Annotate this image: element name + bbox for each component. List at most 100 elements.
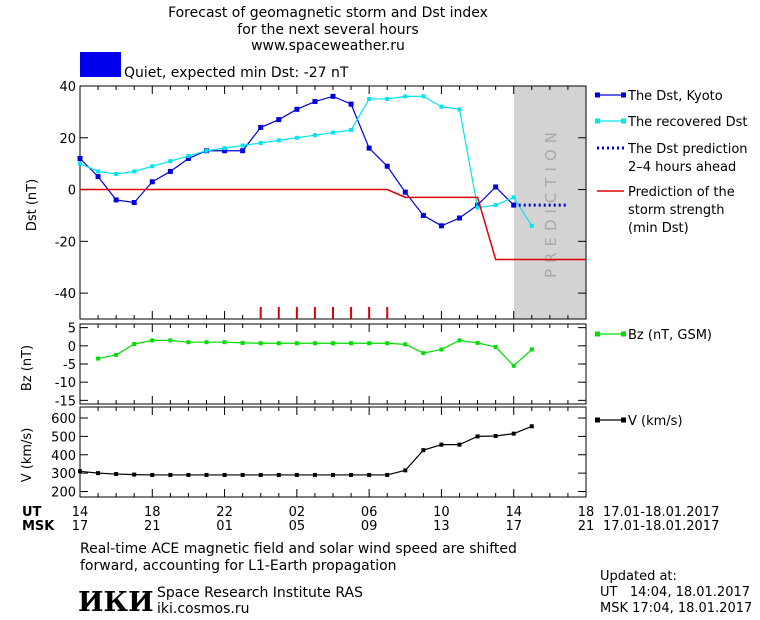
v-series-0-point <box>385 472 390 477</box>
v-plot-frame <box>79 406 587 498</box>
iki-logo: ИКИ <box>78 587 154 618</box>
legend-dst-prediction-label: The Dst prediction <box>627 142 748 157</box>
v-series-0-point <box>150 472 155 477</box>
dst-series-0-point <box>276 117 282 123</box>
msk-date-range: 17.01-18.01.2017 <box>603 519 719 534</box>
v-series-0-point <box>258 472 263 477</box>
institute-url[interactable]: iki.cosmos.ru <box>157 601 249 617</box>
bz-series-0-point <box>276 341 281 346</box>
v-series-0-point <box>240 472 245 477</box>
ut-axis-label: UT <box>22 505 42 520</box>
bz-ytick-label: 5 <box>68 322 76 337</box>
dst-series-1-point <box>511 195 516 200</box>
dst-series-1-point <box>132 169 137 174</box>
ut-tick-label: 18 <box>144 505 161 520</box>
bz-series-0-point <box>439 347 444 352</box>
legend-recovered-dst: The recovered Dst <box>595 115 747 130</box>
msk-tick-label: 13 <box>433 519 450 534</box>
ut-tick-label: 06 <box>361 505 378 520</box>
bz-series-0-point <box>114 352 119 357</box>
dst-series-1-point <box>168 159 173 164</box>
ut-tick-label: 18 <box>578 505 595 520</box>
legend-v-swatch-marker <box>595 417 600 423</box>
bz-series-0-point <box>475 340 480 345</box>
dst-series-1-point <box>294 135 299 140</box>
dst-ytick-label: -20 <box>55 235 76 250</box>
ut-tick-label: 22 <box>216 505 233 520</box>
v-ytick-label: 500 <box>51 430 76 445</box>
dst-series-1-point <box>457 107 462 112</box>
dst-series-0-point <box>438 223 444 229</box>
v-series-0-point <box>493 434 498 439</box>
v-series-0-point <box>294 472 299 477</box>
dst-series-0-point <box>167 168 173 174</box>
msk-axis-label: MSK <box>22 519 55 534</box>
dst-series-1-point <box>240 143 245 148</box>
updated-label: Updated at: <box>600 569 677 584</box>
dst-series-0-point <box>366 145 372 151</box>
legend: The Dst, Kyoto The recovered Dst The Dst p… <box>595 89 748 429</box>
v-series-0-point <box>168 472 173 477</box>
legend-storm-strength-label: (min Dst) <box>628 221 689 236</box>
msk-tick-label: 09 <box>361 519 378 534</box>
dst-series-0-point <box>240 148 246 154</box>
dst-series-1-point <box>475 205 480 210</box>
v-series-0-point <box>475 434 480 439</box>
dst-series-1-point <box>96 169 101 174</box>
legend-dst-kyoto-swatch-marker <box>621 92 626 98</box>
dst-series-0-point <box>149 179 155 185</box>
v-y-axis: 600 500 400 300 200 <box>51 407 587 500</box>
legend-v: V (km/s) <box>595 414 683 429</box>
dst-series-1-point <box>312 133 317 138</box>
msk-tick-label: 21 <box>144 519 161 534</box>
dst-series-1-point <box>439 104 444 109</box>
storm-markers <box>259 307 389 319</box>
dst-series-0-point <box>185 155 191 161</box>
bz-series-0-point <box>349 341 354 346</box>
dst-series-1-point <box>421 94 426 99</box>
dst-series-1-point <box>349 128 354 133</box>
v-series-0-point <box>367 472 372 477</box>
dst-series-1-point <box>403 94 408 99</box>
msk-tick-label: 17 <box>505 519 522 534</box>
v-series-0-point <box>78 469 82 474</box>
dst-ytick-label: 40 <box>59 80 76 95</box>
dst-series-1-point <box>222 146 227 151</box>
v-ytick-label: 300 <box>51 467 76 482</box>
v-ytick-label: 600 <box>51 412 76 427</box>
legend-dst-kyoto-label: The Dst, Kyoto <box>627 89 723 104</box>
legend-bz: Bz (nT, GSM) <box>595 328 712 343</box>
legend-dst-prediction-label: 2–4 hours ahead <box>628 160 736 175</box>
dst-series-group <box>77 93 586 261</box>
bz-series-0-point <box>168 338 173 343</box>
dst-series-1-point <box>78 161 82 166</box>
updated-msk: MSK 17:04, 18.01.2017 <box>600 601 752 616</box>
dst-series-0-point <box>330 93 336 99</box>
dst-series-0-point <box>258 124 264 130</box>
v-series-0-point <box>114 472 119 477</box>
legend-bz-swatch-marker <box>595 331 600 337</box>
dst-series-1-point <box>529 223 534 228</box>
dst-series-3-line <box>80 188 586 261</box>
ut-date-range: 17.01-18.01.2017 <box>603 505 719 520</box>
dst-ytick-label: 20 <box>59 132 76 147</box>
bz-plot-frame <box>79 323 587 405</box>
prediction-band-label: PREDICTION <box>542 126 560 278</box>
v-series-0-point <box>204 472 209 477</box>
bz-series-0-point <box>457 338 462 343</box>
bz-series-0-point <box>493 344 498 349</box>
v-ytick-label: 200 <box>51 485 76 500</box>
dst-series-0-point <box>457 215 462 221</box>
legend-v-swatch-marker <box>621 417 626 423</box>
bz-series-0-point <box>403 342 408 347</box>
v-series-0-point <box>529 424 534 429</box>
ut-tick-label: 10 <box>433 505 450 520</box>
bz-series-group <box>96 338 534 368</box>
bz-series-0-point <box>96 356 101 361</box>
ut-tick-label: 02 <box>289 505 306 520</box>
legend-recovered-dst-label: The recovered Dst <box>627 115 747 130</box>
dst-series-1-point <box>493 203 498 208</box>
dst-series-1-line <box>79 95 533 227</box>
dst-series-1-point <box>385 96 390 101</box>
chart-title-line2: for the next several hours <box>237 22 418 38</box>
